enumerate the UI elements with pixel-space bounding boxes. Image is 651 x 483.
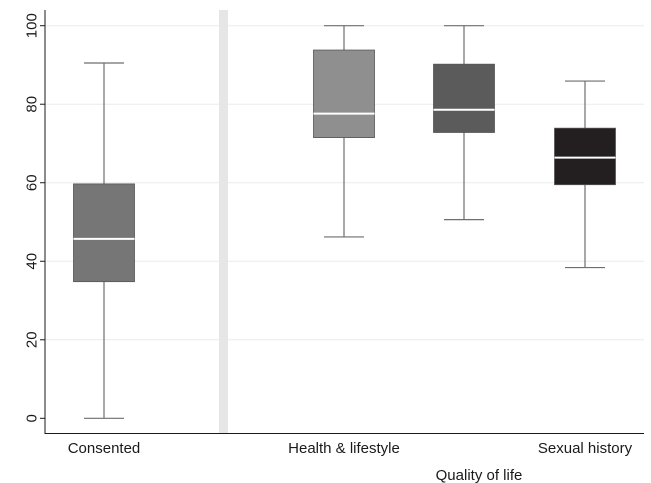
box-series xyxy=(73,25,616,419)
y-tick-label-100: 100 xyxy=(23,13,40,38)
iqr-box-health-lifestyle xyxy=(313,49,375,138)
box-sexual-history xyxy=(554,80,616,269)
box-consented xyxy=(73,62,135,419)
category-label-health-lifestyle: Health & lifestyle xyxy=(288,440,400,457)
iqr-box-quality-of-life xyxy=(433,63,495,133)
box-health-lifestyle xyxy=(313,25,375,238)
y-axis-ticks: 0 20 40 60 80 100 xyxy=(23,13,45,422)
y-tick-label-0: 0 xyxy=(23,414,40,422)
box-quality-of-life xyxy=(433,25,495,221)
iqr-box-sexual-history xyxy=(554,127,616,186)
category-label-consented: Consented xyxy=(68,440,141,457)
y-tick-label-80: 80 xyxy=(23,96,40,113)
x-axis-title: Quality of life xyxy=(436,467,523,483)
category-label-sexual-history: Sexual history xyxy=(538,440,633,457)
y-tick-label-40: 40 xyxy=(23,253,40,270)
y-tick-label-60: 60 xyxy=(23,174,40,191)
y-tick-label-20: 20 xyxy=(23,331,40,348)
panel-divider xyxy=(219,10,228,434)
iqr-box-consented xyxy=(73,183,135,283)
